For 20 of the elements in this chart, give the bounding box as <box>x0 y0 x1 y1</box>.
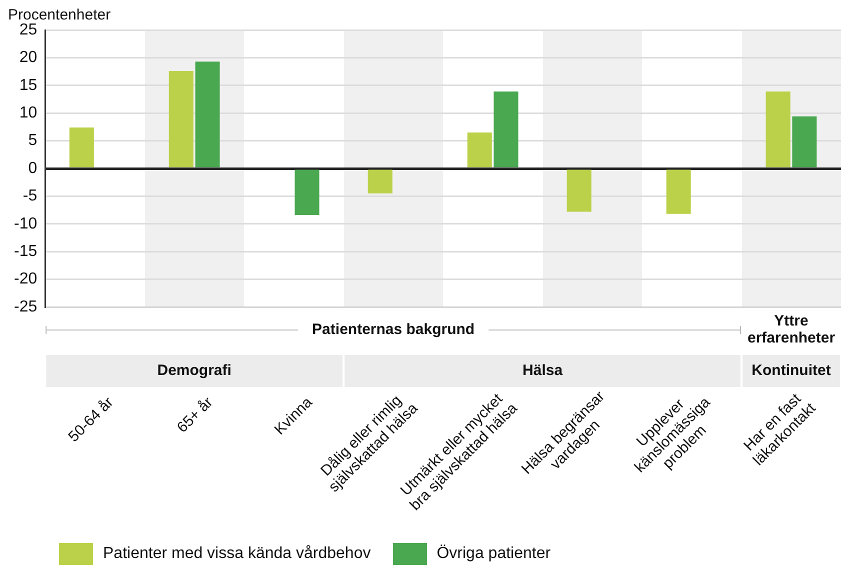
x-tick-label: 65+ år <box>174 394 216 436</box>
y-tick-label: 25 <box>19 21 38 38</box>
y-tick-label: -5 <box>22 188 38 205</box>
y-tick-label: 5 <box>28 132 38 150</box>
y-tick-label: -10 <box>14 215 38 232</box>
legend-label: Övriga patienter <box>436 545 551 563</box>
y-tick-label: -25 <box>14 298 38 316</box>
text: Patienternas bakgrund <box>312 321 475 338</box>
y-tick-label: -20 <box>14 270 38 288</box>
y-axis-title: Procentenheter <box>8 6 111 24</box>
text: Kontinuitet <box>752 362 831 380</box>
text: Yttre erfarenheter <box>747 312 836 347</box>
y-tick-label: 0 <box>28 160 38 177</box>
y-tick-label: 10 <box>19 104 38 122</box>
text: Hälsa <box>522 362 564 380</box>
text: Demografi <box>157 362 232 380</box>
y-tick-label: 20 <box>19 49 38 66</box>
legend-label: Patienter med vissa kända vårdbehov <box>103 545 371 563</box>
y-tick-label: -15 <box>14 243 38 260</box>
y-tick-label: 15 <box>19 76 38 94</box>
